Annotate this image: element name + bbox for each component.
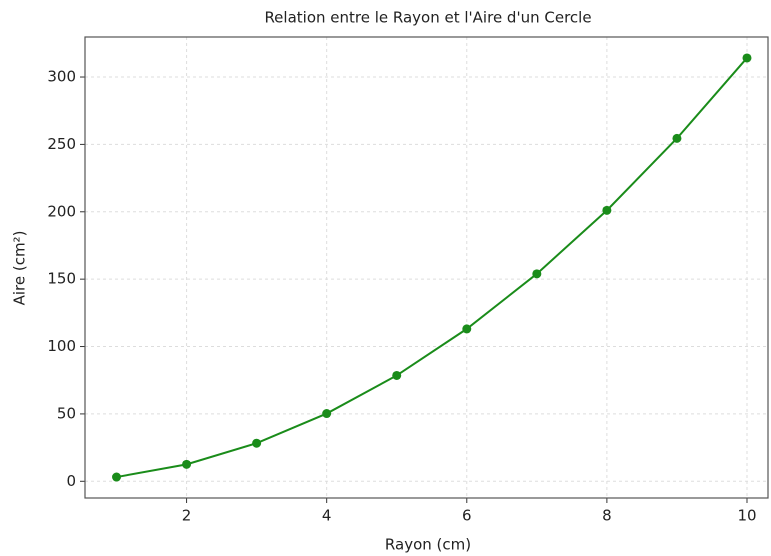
y-tick-label: 200 <box>47 202 76 220</box>
data-point <box>252 438 262 448</box>
data-line <box>116 57 748 479</box>
y-axis-label: Aire (cm²) <box>11 231 29 306</box>
data-point <box>182 459 192 469</box>
y-tick-label: 50 <box>57 404 76 422</box>
data-point <box>532 269 542 279</box>
data-point <box>672 133 682 143</box>
data-point <box>322 409 332 419</box>
data-point <box>392 370 402 380</box>
x-tick-label: 6 <box>462 507 472 525</box>
y-tick-label: 0 <box>66 472 76 490</box>
chart-title: Relation entre le Rayon et l'Aire d'un C… <box>264 9 591 27</box>
y-tick-label: 300 <box>47 68 76 86</box>
data-point <box>602 205 612 215</box>
plot-frame <box>84 36 769 499</box>
x-tick-label: 10 <box>737 507 756 525</box>
x-axis-label: Rayon (cm) <box>385 536 471 554</box>
x-tick-label: 2 <box>182 507 192 525</box>
y-tick-label: 150 <box>47 270 76 288</box>
data-point <box>742 53 752 63</box>
y-tick-label: 100 <box>47 337 76 355</box>
x-tick-label: 4 <box>322 507 332 525</box>
x-tick-label: 8 <box>602 507 612 525</box>
data-point <box>462 324 472 334</box>
data-point <box>112 472 122 482</box>
y-tick-label: 250 <box>47 135 76 153</box>
